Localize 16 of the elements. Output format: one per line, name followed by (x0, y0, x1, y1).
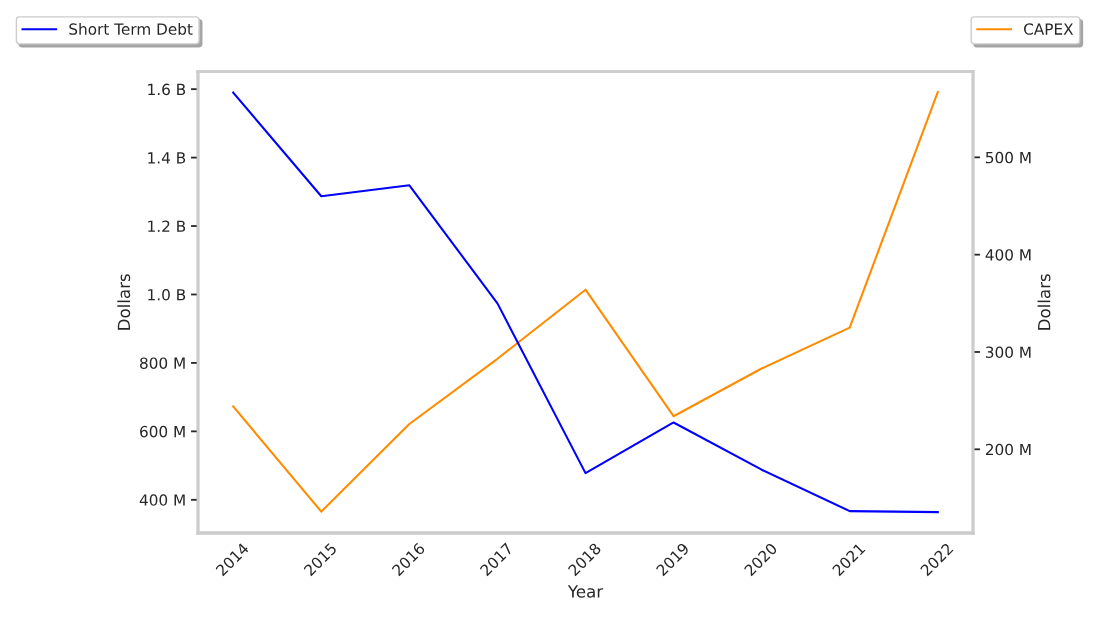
y-tick-label: 1.0 B (148, 288, 186, 301)
y2-tick-label: 400 M (985, 249, 1031, 261)
legend-label: CAPEX (1023, 23, 1074, 35)
legend-label: Short Term Debt (69, 23, 193, 35)
y-tick-label: 1.4 B (148, 152, 186, 164)
y2-tick-label: 500 M (985, 151, 1031, 164)
y2-tick-label: 200 M (985, 443, 1031, 456)
y-tick-label: 1.2 B (148, 220, 186, 232)
y-tick-label: 600 M (140, 425, 185, 438)
y-axis-title: Dollars (117, 274, 131, 330)
y2-axis-title: Dollars (1037, 274, 1051, 330)
y-tick-label: 1.6 B (148, 83, 186, 96)
y-tick-label: 400 M (139, 494, 185, 506)
y-tick-label: 800 M (140, 357, 185, 369)
x-axis-title: Year (567, 585, 604, 598)
y2-tick-label: 300 M (985, 346, 1031, 359)
